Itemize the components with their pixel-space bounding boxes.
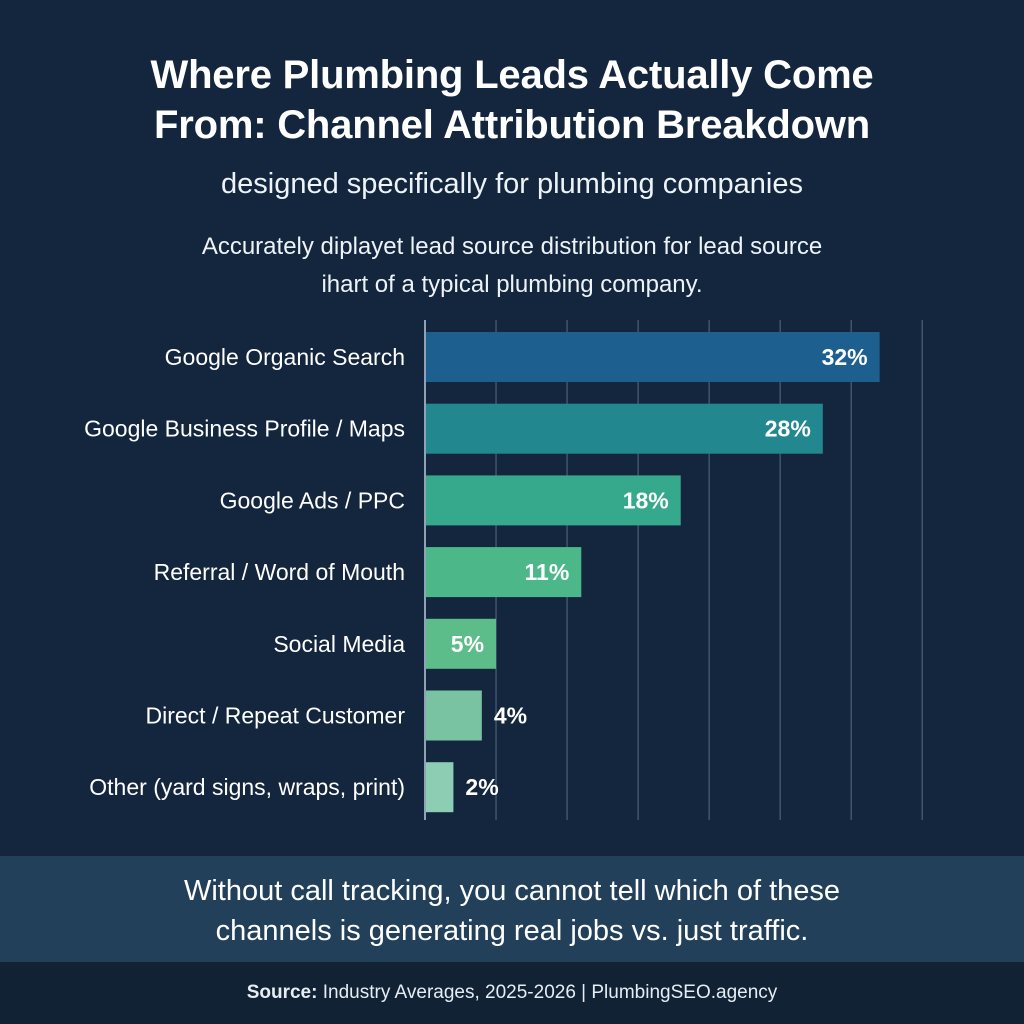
category-label: Google Ads / PPC [220, 487, 405, 513]
data-label: 2% [465, 774, 498, 800]
bar-chart: Google Organic Search 32% Google Business … [84, 320, 924, 820]
bar [425, 403, 823, 454]
data-label: 18% [623, 487, 669, 513]
bar [425, 690, 482, 741]
chart-description: Accurately diplayet lead source distribu… [0, 228, 1024, 304]
title-line-1: Where Plumbing Leads Actually Come [150, 53, 874, 97]
source-text: Industry Averages, 2025-2026 | PlumbingS… [317, 982, 778, 1003]
banner-line-1: Without call tracking, you cannot tell w… [183, 875, 841, 907]
category-label: Other (yard signs, wraps, print) [89, 774, 405, 800]
category-label: Google Business Profile / Maps [84, 416, 405, 442]
bar [425, 618, 497, 669]
data-label: 11% [525, 559, 570, 585]
source-footer: Source: Industry Averages, 2025-2026 | P… [0, 962, 1024, 1024]
data-label: 28% [765, 416, 811, 442]
bar [425, 762, 454, 813]
bar [425, 475, 681, 526]
data-label: 5% [451, 631, 484, 657]
chart-subtitle: designed specifically for plumbing compa… [221, 168, 803, 200]
category-label: Direct / Repeat Customer [146, 703, 406, 729]
data-label: 4% [494, 703, 527, 729]
category-label: Referral / Word of Mouth [154, 559, 405, 585]
category-label: Google Organic Search [165, 344, 405, 370]
description-line-1: Accurately diplayet lead source distribu… [201, 233, 823, 260]
bar [425, 332, 880, 382]
description-line-2: ihart of a typical plumbing company. [321, 271, 703, 298]
data-label: 32% [822, 344, 868, 370]
call-tracking-banner: Without call tracking, you cannot tell w… [0, 856, 1024, 962]
source-label: Source: [246, 982, 318, 1003]
category-label: Social Media [273, 631, 405, 657]
title-line-2: From: Channel Attribution Breakdown [154, 103, 870, 147]
chart-title: Where Plumbing Leads Actually Come From:… [0, 50, 1024, 150]
bar [425, 547, 582, 598]
banner-line-2: channels is generating real jobs vs. jus… [215, 915, 809, 947]
